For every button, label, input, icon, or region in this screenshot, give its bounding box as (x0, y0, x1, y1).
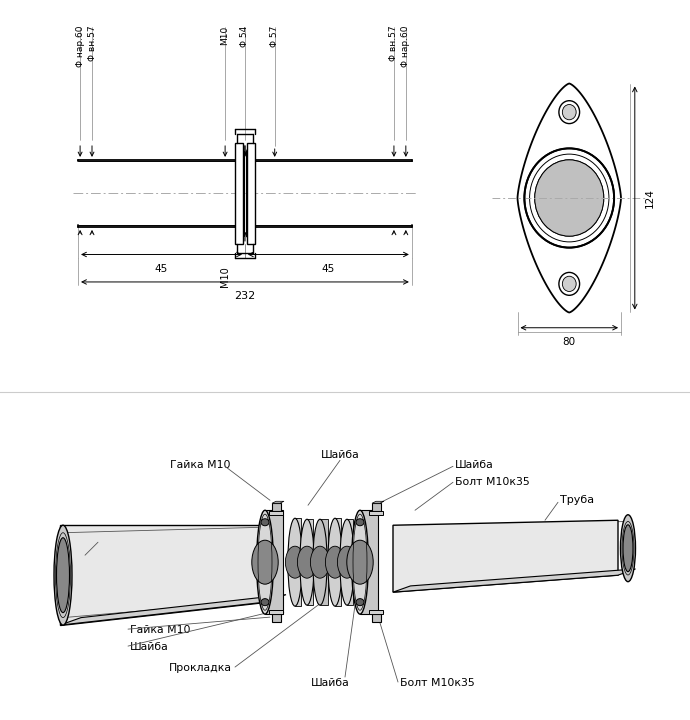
Polygon shape (60, 525, 265, 625)
Ellipse shape (356, 598, 364, 606)
Text: Шайба: Шайба (321, 450, 359, 460)
Text: Шайба: Шайба (130, 642, 169, 652)
Bar (235, 143, 243, 244)
Polygon shape (295, 518, 301, 606)
Text: 45: 45 (322, 264, 335, 274)
Ellipse shape (347, 540, 373, 584)
Text: Труба: Труба (100, 537, 134, 547)
Text: Φ нар.60: Φ нар.60 (402, 25, 411, 67)
Bar (369, 610, 383, 614)
Polygon shape (393, 521, 618, 592)
Ellipse shape (337, 546, 357, 578)
Polygon shape (393, 569, 635, 592)
Circle shape (559, 272, 580, 295)
Ellipse shape (620, 515, 635, 582)
Bar (272, 503, 281, 511)
Bar (247, 143, 255, 244)
Circle shape (562, 276, 576, 292)
Bar (237, 134, 253, 143)
Polygon shape (60, 595, 286, 625)
Text: Гайка M10: Гайка M10 (170, 460, 230, 470)
Ellipse shape (313, 519, 327, 605)
Ellipse shape (356, 518, 364, 526)
Text: 80: 80 (562, 337, 576, 347)
Text: Шайба: Шайба (310, 678, 349, 688)
Text: Болт M10к35: Болт M10к35 (400, 678, 475, 688)
Text: M10: M10 (220, 266, 230, 287)
Polygon shape (307, 519, 313, 605)
Circle shape (562, 104, 576, 120)
Ellipse shape (261, 518, 269, 526)
Ellipse shape (326, 546, 344, 578)
Circle shape (535, 160, 604, 236)
Polygon shape (372, 501, 384, 503)
Ellipse shape (299, 519, 314, 605)
Polygon shape (372, 612, 384, 614)
Ellipse shape (310, 546, 330, 578)
Text: Болт M10к35: Болт M10к35 (455, 477, 530, 487)
Text: Гайка M10: Гайка M10 (130, 625, 190, 635)
Text: Φ нар.60: Φ нар.60 (76, 25, 85, 67)
Ellipse shape (623, 525, 633, 572)
Ellipse shape (54, 525, 72, 625)
Bar (372, 614, 381, 622)
Text: Φ вн.57: Φ вн.57 (389, 25, 398, 61)
Bar (369, 511, 383, 516)
Bar (237, 244, 253, 253)
Polygon shape (320, 519, 328, 605)
Bar (372, 503, 381, 511)
Ellipse shape (286, 546, 304, 578)
Bar (269, 511, 283, 516)
Circle shape (535, 160, 604, 236)
Polygon shape (335, 518, 341, 606)
Ellipse shape (328, 518, 342, 606)
Text: Φ 54: Φ 54 (240, 25, 250, 47)
Text: 124: 124 (645, 188, 655, 208)
Text: 232: 232 (235, 291, 255, 301)
Text: 45: 45 (155, 264, 168, 274)
Ellipse shape (257, 510, 273, 614)
Polygon shape (518, 84, 621, 312)
Text: Труба: Труба (560, 495, 594, 505)
Ellipse shape (288, 518, 302, 606)
Bar (235, 143, 243, 244)
Bar (272, 614, 281, 622)
Circle shape (559, 101, 580, 124)
Ellipse shape (352, 510, 368, 614)
Text: Φ 57: Φ 57 (270, 25, 279, 47)
Ellipse shape (57, 538, 70, 613)
Polygon shape (360, 510, 378, 614)
Ellipse shape (297, 546, 317, 578)
Text: Прокладка: Прокладка (168, 663, 232, 673)
Bar (269, 610, 283, 614)
Bar (247, 143, 255, 244)
Text: Φ вн.57: Φ вн.57 (88, 25, 97, 61)
Polygon shape (272, 612, 284, 614)
Polygon shape (347, 519, 353, 605)
Text: Шайба: Шайба (455, 460, 494, 470)
Polygon shape (272, 501, 284, 503)
Ellipse shape (261, 598, 269, 606)
Ellipse shape (252, 540, 278, 584)
Text: M10: M10 (221, 25, 230, 45)
Polygon shape (265, 510, 283, 614)
Ellipse shape (339, 519, 354, 605)
